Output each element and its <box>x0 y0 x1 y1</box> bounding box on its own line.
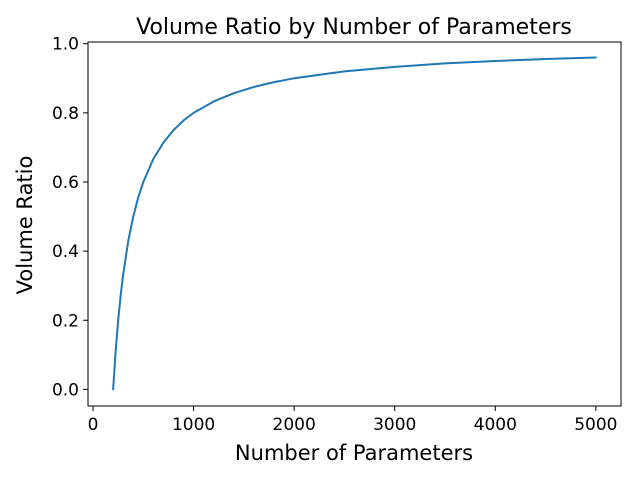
plot-frame <box>87 41 622 407</box>
y-tick-label: 1.0 <box>52 35 79 55</box>
plot-area <box>87 41 622 407</box>
y-axis-label: Volume Ratio <box>13 156 37 295</box>
y-tick-label: 0.2 <box>52 311 79 331</box>
series-line <box>112 56 597 391</box>
y-tick-label: 0.0 <box>52 380 79 400</box>
y-tick-label: 0.6 <box>52 173 79 193</box>
x-axis-ticks: 0 1000 2000 3000 4000 5000 <box>88 406 617 435</box>
y-tick-label: 0.4 <box>52 242 79 262</box>
x-tick-label: 3000 <box>373 415 416 435</box>
y-axis-ticks: 0.0 0.2 0.4 0.6 0.8 1.0 <box>52 35 88 400</box>
chart-title: Volume Ratio by Number of Parameters <box>136 15 572 40</box>
x-tick-label: 1000 <box>172 415 215 435</box>
y-tick-label: 0.8 <box>52 104 79 124</box>
x-tick-label: 2000 <box>273 415 316 435</box>
x-axis-label: Number of Parameters <box>235 441 473 465</box>
x-tick-label: 5000 <box>574 415 617 435</box>
x-tick-label: 4000 <box>474 415 517 435</box>
x-tick-label: 0 <box>88 415 99 435</box>
